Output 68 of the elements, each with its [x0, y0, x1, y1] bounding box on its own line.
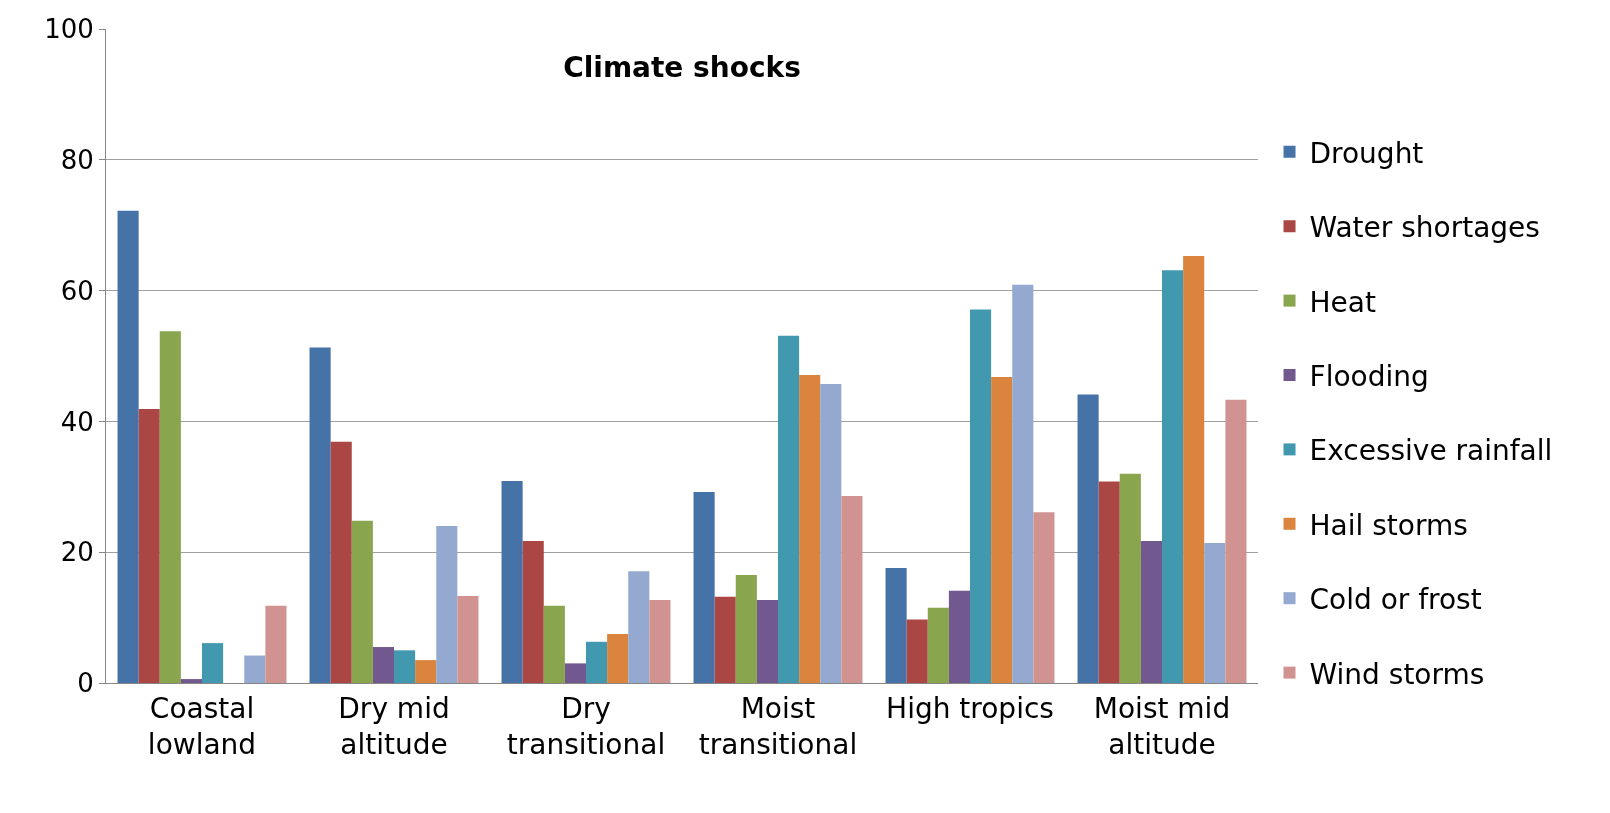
bar: [735, 575, 757, 683]
x-tick-label: Moist transitional: [698, 691, 858, 761]
bar: [841, 495, 863, 683]
bar: [543, 605, 565, 683]
bar: [1183, 255, 1205, 683]
bar: [885, 567, 907, 683]
bar: [607, 633, 629, 683]
bar: [714, 596, 736, 683]
bar: [309, 347, 331, 683]
legend-label: Drought: [1309, 136, 1424, 170]
legend-label: Heat: [1309, 285, 1376, 319]
bar: [1140, 541, 1162, 683]
bar: [501, 480, 523, 683]
bar: [649, 599, 671, 683]
bar: [117, 210, 139, 683]
bar: [415, 660, 437, 683]
bar: [138, 408, 160, 683]
legend-label: Hail storms: [1309, 508, 1468, 542]
bar: [693, 492, 715, 683]
bar: [628, 571, 650, 683]
y-tick-label: 60: [60, 275, 94, 306]
legend-label: Excessive rainfall: [1309, 434, 1553, 468]
y-tick-label: 80: [60, 144, 94, 175]
bar: [1119, 473, 1141, 683]
bar: [372, 647, 394, 683]
bar: [265, 605, 287, 683]
bar: [820, 384, 842, 683]
bar: [1204, 543, 1226, 683]
bar: [970, 309, 992, 683]
legend-label: Cold or frost: [1309, 583, 1482, 617]
x-tick-label: Dry transitional: [506, 691, 666, 761]
x-tick-label: Coastal lowland: [147, 691, 257, 761]
bar: [1225, 399, 1247, 683]
bar: [586, 641, 608, 683]
bar: [1077, 394, 1099, 683]
bar: [394, 650, 416, 683]
bar: [436, 526, 458, 683]
bar: [1033, 512, 1055, 683]
x-tick-label: High tropics: [886, 691, 1054, 725]
x-tick-label: Moist mid altitude: [1093, 691, 1231, 761]
bar: [351, 520, 373, 683]
bar: [799, 374, 821, 683]
bar: [1162, 270, 1184, 683]
bar: [244, 655, 266, 683]
x-tick-label: Dry mid altitude: [338, 691, 450, 761]
y-tick-label: 20: [60, 537, 94, 568]
bar: [202, 643, 224, 683]
text: Climate shocks: [563, 50, 801, 84]
bar: [457, 596, 479, 683]
bar: [991, 376, 1013, 683]
bar: [330, 441, 352, 683]
bar: [948, 590, 970, 683]
bar: [1012, 284, 1034, 683]
y-tick-label: 0: [77, 668, 94, 699]
bar: [180, 679, 202, 683]
bar: [906, 619, 928, 683]
bar: [159, 331, 181, 683]
bar: [927, 607, 949, 683]
bar: [522, 541, 544, 683]
legend-label: Water shortages: [1309, 211, 1540, 245]
bar: [564, 663, 586, 683]
bar: [756, 599, 778, 683]
y-tick-label: 40: [60, 406, 94, 437]
bar: [1098, 481, 1120, 683]
bar: [778, 335, 800, 683]
legend-label: Flooding: [1309, 359, 1429, 393]
y-tick-label: 100: [44, 14, 94, 45]
legend-label: Wind storms: [1309, 657, 1485, 691]
